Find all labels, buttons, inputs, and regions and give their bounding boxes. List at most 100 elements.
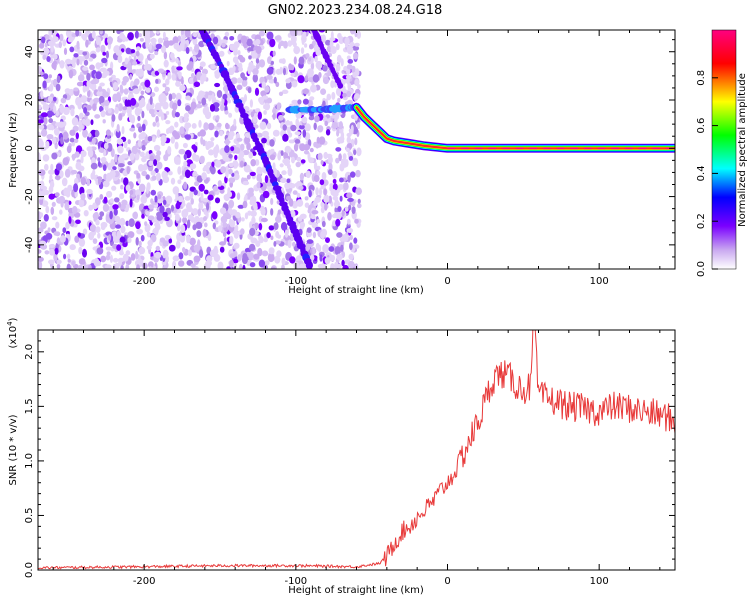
noise-speckle bbox=[217, 225, 223, 232]
snr-panel: -200 -100 0 100 0.0 0.5 1.0 1.5 2.0 Height of s… bbox=[6, 317, 676, 596]
noise-speckle bbox=[322, 244, 329, 254]
noise-speckle bbox=[316, 219, 321, 224]
noise-speckle bbox=[183, 153, 187, 161]
noise-speckle bbox=[149, 42, 152, 51]
noise-speckle bbox=[277, 151, 282, 161]
noise-speckle bbox=[105, 254, 111, 261]
noise-speckle bbox=[256, 166, 263, 175]
noise-speckle bbox=[325, 129, 331, 136]
noise-speckle bbox=[118, 201, 122, 208]
noise-speckle bbox=[51, 201, 56, 207]
noise-speckle bbox=[186, 234, 191, 244]
noise-speckle bbox=[248, 187, 254, 194]
noise-speckle bbox=[86, 80, 91, 88]
noise-speckle bbox=[45, 205, 50, 214]
noise-speckle bbox=[342, 153, 347, 161]
noise-speckle bbox=[128, 218, 135, 228]
noise-speckle bbox=[351, 200, 356, 207]
y-tick-label: -20 bbox=[24, 188, 35, 204]
noise-speckle bbox=[337, 206, 342, 212]
noise-speckle bbox=[66, 233, 70, 239]
noise-speckle bbox=[136, 194, 140, 201]
noise-speckle bbox=[175, 202, 181, 210]
noise-speckle bbox=[114, 153, 118, 163]
noise-speckle bbox=[203, 122, 209, 131]
noise-speckle bbox=[162, 83, 167, 88]
noise-speckle bbox=[209, 141, 214, 148]
noise-speckle bbox=[288, 132, 293, 138]
noise-speckle bbox=[355, 169, 361, 178]
noise-speckle bbox=[180, 224, 186, 234]
noise-speckle bbox=[55, 163, 63, 171]
y-tick-label: -40 bbox=[24, 237, 35, 253]
noise-speckle bbox=[278, 91, 284, 97]
noise-speckle bbox=[269, 139, 275, 147]
noise-speckle bbox=[111, 114, 116, 122]
noise-speckle bbox=[246, 142, 251, 151]
noise-speckle bbox=[346, 136, 351, 144]
noise-speckle bbox=[51, 152, 58, 160]
noise-speckle bbox=[301, 30, 309, 33]
noise-speckle bbox=[55, 231, 61, 237]
noise-speckle bbox=[346, 45, 354, 55]
noise-speckle bbox=[258, 30, 265, 37]
noise-speckle bbox=[253, 124, 259, 129]
noise-speckle bbox=[257, 247, 263, 257]
noise-speckle bbox=[73, 183, 79, 193]
y-tick-label: 2.0 bbox=[24, 344, 35, 360]
noise-speckle bbox=[71, 260, 76, 266]
noise-speckle bbox=[251, 216, 256, 225]
noise-speckle bbox=[231, 172, 235, 177]
noise-speckle bbox=[154, 102, 162, 111]
noise-speckle bbox=[235, 211, 241, 219]
noise-speckle bbox=[304, 202, 310, 208]
noise-speckle bbox=[61, 177, 68, 187]
noise-speckle bbox=[121, 80, 127, 86]
noise-speckle bbox=[138, 246, 146, 255]
noise-speckle bbox=[292, 190, 298, 195]
noise-speckle bbox=[342, 92, 347, 98]
y-tick-label: 40 bbox=[24, 45, 35, 58]
noise-speckle bbox=[250, 159, 256, 167]
noise-speckle bbox=[109, 198, 114, 204]
noise-speckle bbox=[144, 223, 151, 233]
noise-speckle bbox=[232, 65, 236, 73]
noise-speckle bbox=[267, 253, 275, 263]
noise-speckle bbox=[119, 84, 124, 92]
x-tick-label: -200 bbox=[133, 576, 156, 587]
noise-speckle bbox=[203, 208, 207, 215]
noise-speckle bbox=[63, 47, 68, 56]
noise-speckle bbox=[266, 74, 273, 80]
noise-speckle bbox=[101, 57, 108, 64]
noise-speckle bbox=[167, 72, 172, 80]
noise-speckle bbox=[328, 162, 333, 172]
noise-speckle bbox=[213, 253, 221, 262]
noise-speckle bbox=[191, 144, 197, 150]
noise-speckle bbox=[280, 177, 287, 183]
noise-speckle bbox=[274, 35, 282, 41]
noise-speckle bbox=[303, 150, 310, 155]
noise-speckle bbox=[39, 71, 44, 76]
noise-speckle bbox=[228, 177, 236, 183]
noise-speckle bbox=[177, 99, 182, 107]
noise-speckle bbox=[321, 172, 327, 181]
noise-speckle bbox=[253, 52, 258, 59]
x-tick-label: -200 bbox=[133, 276, 156, 287]
noise-speckle bbox=[338, 88, 341, 97]
noise-speckle bbox=[129, 152, 135, 161]
main-trace-band-5 bbox=[355, 106, 675, 150]
noise-speckle bbox=[334, 261, 339, 269]
noise-speckle bbox=[309, 43, 314, 50]
noise-speckle bbox=[80, 192, 86, 201]
noise-speckle bbox=[234, 147, 241, 154]
noise-speckle bbox=[316, 170, 321, 176]
noise-speckle bbox=[194, 181, 200, 187]
noise-speckle bbox=[99, 82, 105, 87]
noise-speckle bbox=[80, 95, 88, 103]
noise-speckle bbox=[289, 256, 296, 264]
noise-speckle bbox=[244, 212, 249, 220]
noise-speckle bbox=[98, 86, 103, 92]
noise-speckle bbox=[232, 160, 239, 169]
noise-speckle bbox=[264, 85, 270, 93]
colorbar-tick-label: 0.4 bbox=[696, 165, 707, 181]
